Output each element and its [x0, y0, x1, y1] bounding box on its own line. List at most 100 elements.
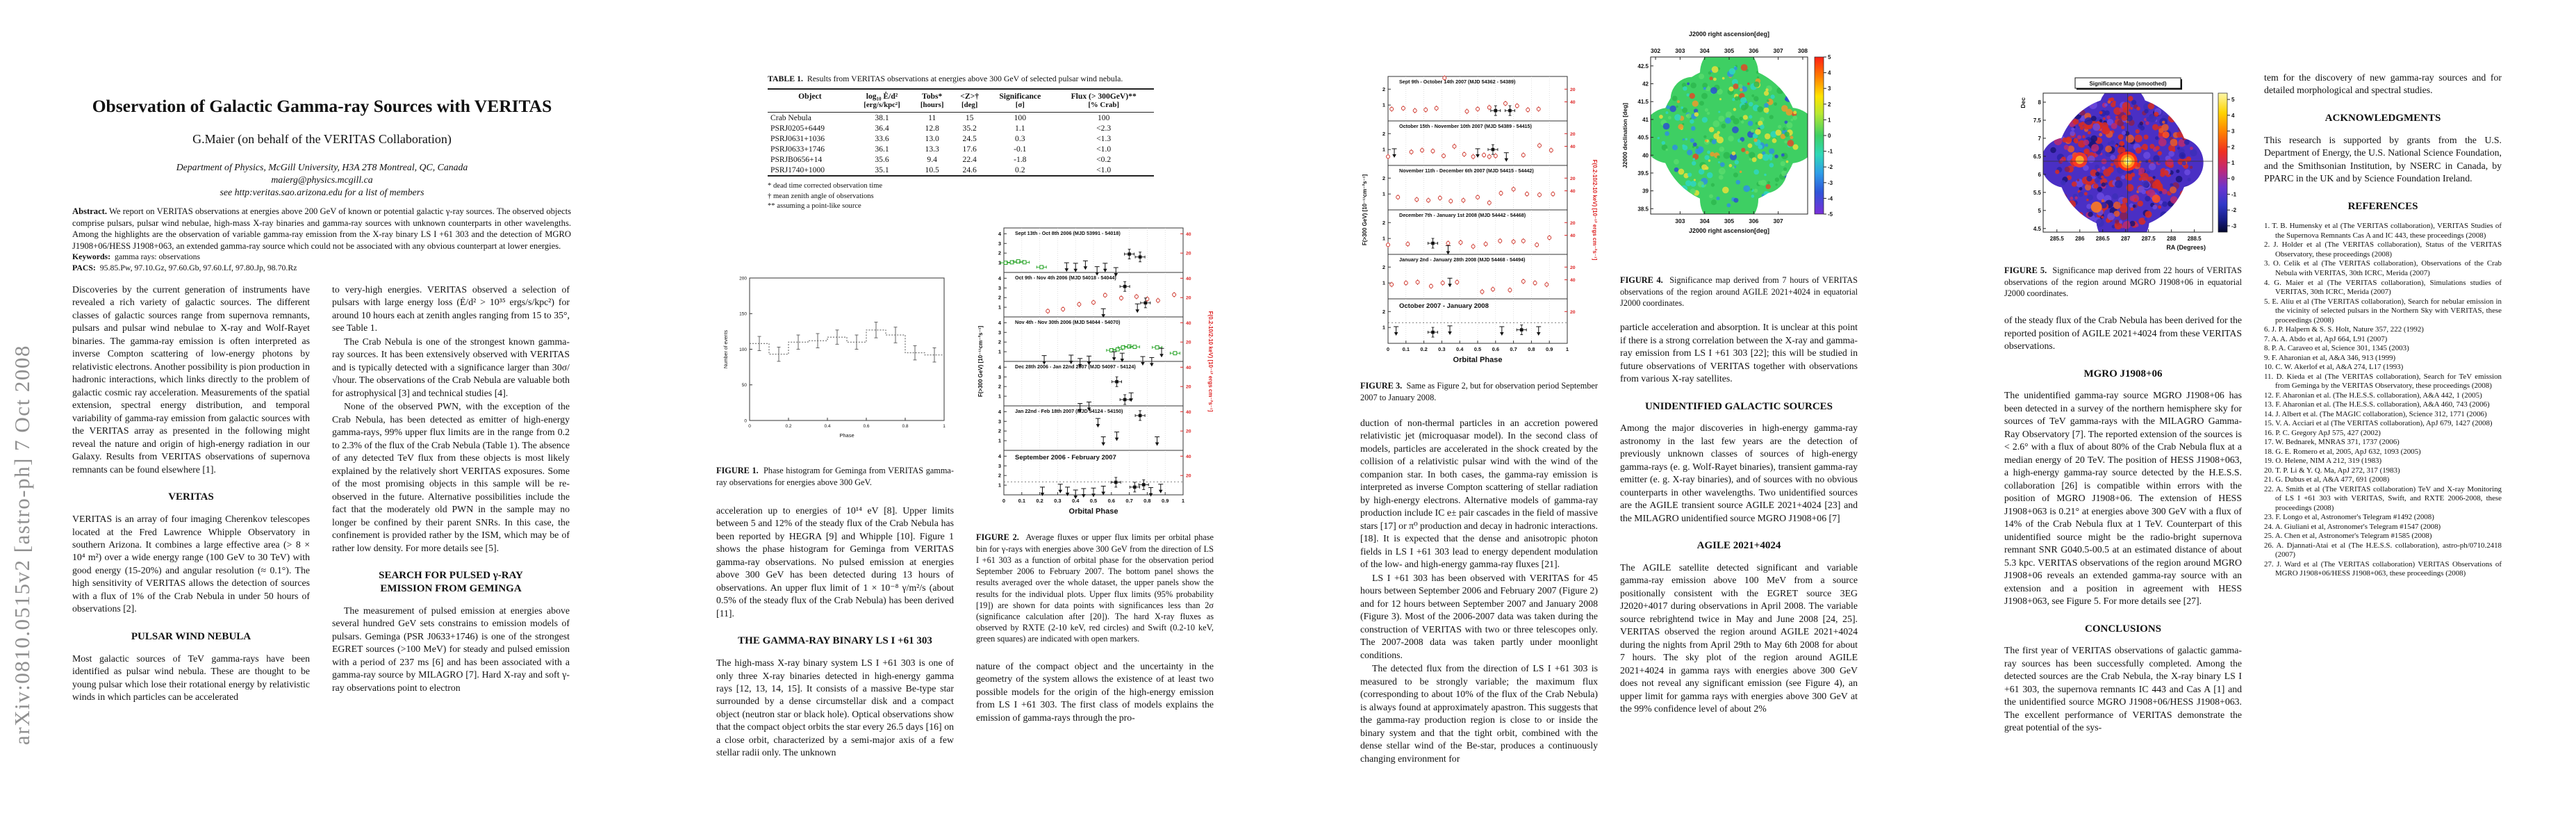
- table-row: PSRJ1740+1000 35.1 10.5 24.6 0.2 <1.0: [768, 165, 1154, 176]
- svg-text:286.5: 286.5: [2096, 236, 2111, 242]
- svg-text:2: 2: [998, 250, 1001, 256]
- svg-text:3: 3: [1828, 85, 1831, 92]
- svg-text:2: 2: [1382, 175, 1385, 181]
- svg-text:5: 5: [2231, 97, 2235, 103]
- svg-text:2: 2: [1382, 131, 1385, 137]
- paragraph: duction of non-thermal particles in an a…: [1360, 417, 1598, 570]
- paragraph: tem for the discovery of new gamma-ray s…: [2264, 72, 2502, 96]
- svg-text:306: 306: [1749, 218, 1758, 224]
- svg-text:3: 3: [2231, 129, 2235, 135]
- table-footnote: ** assuming a point-like source: [768, 202, 861, 210]
- svg-text:5: 5: [1828, 54, 1831, 60]
- svg-text:Oct 9th - Nov 4th 2006 (MJD 54: Oct 9th - Nov 4th 2006 (MJD 54018 - 5404…: [1015, 275, 1116, 281]
- paragraph: of the steady flux of the Crab Nebula ha…: [2004, 315, 2242, 352]
- svg-text:2: 2: [1382, 86, 1385, 92]
- svg-text:2: 2: [1828, 101, 1831, 108]
- reference-item: 21. G. Dubus et al, A&A 477, 691 (2008): [2264, 475, 2390, 484]
- table-cell: 10.5: [925, 165, 939, 175]
- svg-text:3: 3: [998, 240, 1001, 247]
- svg-text:Sept 9th - October 14th 2007 (: Sept 9th - October 14th 2007 (MJD 54362 …: [1399, 79, 1516, 85]
- svg-text:2: 2: [2231, 144, 2235, 150]
- svg-text:40: 40: [1186, 455, 1191, 459]
- figure-3: Sept 9th - October 14th 2007 (MJD 54362 …: [1360, 56, 1598, 403]
- p3-col1: Sept 9th - October 14th 2007 (MJD 54362 …: [1360, 56, 1598, 766]
- svg-text:41.5: 41.5: [1637, 99, 1649, 105]
- table-cell: -1.8: [1014, 155, 1027, 165]
- svg-text:4.5: 4.5: [2033, 226, 2042, 232]
- table-row: PSRJ0633+1746 36.1 13.3 17.6 -0.1 <1.0: [768, 144, 1154, 154]
- svg-text:0: 0: [1828, 133, 1831, 139]
- references-list: 1. T. B. Humensky et al (The VERITAS col…: [2264, 222, 2502, 579]
- svg-text:0.6: 0.6: [1108, 498, 1115, 504]
- keywords-pacs: Keywords: gamma rays: observations PACS:…: [72, 252, 571, 274]
- svg-text:3: 3: [998, 285, 1001, 291]
- svg-text:38.5: 38.5: [1637, 206, 1649, 212]
- svg-text:307: 307: [1774, 218, 1783, 224]
- svg-text:January 2nd - January 28th 200: January 2nd - January 28th 2008 (MJD 544…: [1399, 256, 1526, 263]
- svg-text:J2000 right ascension[deg]: J2000 right ascension[deg]: [1689, 31, 1769, 38]
- figure-4: J2000 right ascension[deg] 302 303 304 305 30…: [1620, 28, 1858, 309]
- svg-text:150: 150: [739, 312, 747, 317]
- svg-text:0.2: 0.2: [1036, 498, 1043, 504]
- svg-text:1: 1: [1566, 346, 1569, 352]
- svg-text:40: 40: [1570, 234, 1576, 238]
- svg-text:October 2007 - January 2008: October 2007 - January 2008: [1399, 302, 1489, 310]
- svg-text:2: 2: [998, 473, 1001, 479]
- svg-text:287.5: 287.5: [2142, 236, 2156, 242]
- svg-text:0.6: 0.6: [1492, 346, 1499, 352]
- svg-text:303: 303: [1675, 47, 1685, 54]
- svg-text:285.5: 285.5: [2050, 236, 2065, 242]
- svg-text:0.3: 0.3: [1054, 498, 1061, 504]
- table-header: Tobs* [hours]: [911, 89, 953, 113]
- svg-text:1: 1: [943, 424, 946, 429]
- svg-text:-4: -4: [1828, 195, 1833, 202]
- section-heading-references: REFERENCES: [2347, 200, 2418, 212]
- svg-text:F(>300 GeV) [10⁻¹¹cm⁻²s⁻¹]: F(>300 GeV) [10⁻¹¹cm⁻²s⁻¹]: [977, 326, 984, 398]
- page-4: Significance Map (smoothed) 8 7.5 7 6.5 6 5.5 5…: [1932, 0, 2576, 834]
- svg-text:40.5: 40.5: [1637, 135, 1649, 141]
- svg-text:0.2: 0.2: [1420, 346, 1427, 352]
- figure-5: Significance Map (smoothed) 8 7.5 7 6.5 6 5.5 5…: [2004, 75, 2242, 299]
- svg-text:0.7: 0.7: [1510, 346, 1517, 352]
- table-row: PSRJ0631+1036 33.6 13.0 24.5 0.3 <1.3: [768, 133, 1154, 144]
- svg-text:1: 1: [1382, 236, 1385, 242]
- reference-item: 10. C. W. Akerlof et al, A&A 274, L17 (1…: [2264, 363, 2404, 372]
- table-header: Flux (> 300GeV)** [% Crab]: [1053, 89, 1154, 113]
- svg-text:2: 2: [998, 384, 1001, 390]
- table-footnote: * dead time corrected observation time: [768, 182, 883, 190]
- figure-5-caption: FIGURE 5. Significance map derived from …: [2004, 265, 2243, 298]
- table-header: Significance [σ]: [986, 89, 1054, 113]
- svg-text:-5: -5: [1828, 211, 1833, 218]
- table-cell: 11: [928, 113, 936, 123]
- figure-3-plot: Sept 9th - October 14th 2007 (MJD 54362 …: [1360, 56, 1598, 376]
- svg-text:303: 303: [1675, 218, 1685, 224]
- svg-text:RA (Degrees): RA (Degrees): [2166, 244, 2206, 251]
- svg-text:8: 8: [2038, 99, 2042, 106]
- svg-text:2: 2: [1382, 264, 1385, 270]
- svg-text:0.5: 0.5: [1474, 346, 1481, 352]
- svg-text:0.9: 0.9: [1546, 346, 1553, 352]
- p2-col1: 0 50 100 150 200 0 0.2 0.4 0.6 0.8 1 Number of even…: [716, 271, 954, 760]
- svg-text:0.4: 0.4: [1456, 346, 1464, 352]
- figure-1: 0 50 100 150 200 0 0.2 0.4 0.6 0.8 1 Number of even…: [716, 271, 954, 488]
- svg-text:1: 1: [998, 260, 1001, 266]
- table-cell: -0.1: [1014, 145, 1027, 154]
- svg-text:50: 50: [742, 383, 748, 388]
- svg-text:0.3: 0.3: [1438, 346, 1445, 352]
- section-heading-pwn: PULSAR WIND NEBULA: [131, 630, 251, 642]
- svg-text:J2000 right ascension[deg]: J2000 right ascension[deg]: [1689, 227, 1769, 234]
- svg-text:-3: -3: [2231, 223, 2237, 229]
- section-heading-unidentified: UNIDENTIFIED GALACTIC SOURCES: [1644, 400, 1833, 412]
- svg-text:42.5: 42.5: [1637, 63, 1649, 70]
- figure-1-plot: 0 50 100 150 200 0 0.2 0.4 0.6 0.8 1 Number of even…: [716, 271, 954, 461]
- table-cell: 100: [1014, 113, 1026, 123]
- svg-text:0.6: 0.6: [863, 424, 869, 429]
- svg-text:-3: -3: [1828, 180, 1833, 186]
- p1-col2: to very-high energies. VERITAS observed …: [332, 284, 570, 695]
- reference-item: 15. V. A. Acciari et al (The VERITAS col…: [2264, 419, 2493, 428]
- table-1-block: TABLE 1. Results from VERITAS observatio…: [768, 74, 1154, 211]
- section-heading-conclusions: CONCLUSIONS: [2084, 623, 2162, 635]
- abstract-label: Abstract.: [72, 206, 108, 216]
- svg-text:0.1: 0.1: [1018, 498, 1025, 504]
